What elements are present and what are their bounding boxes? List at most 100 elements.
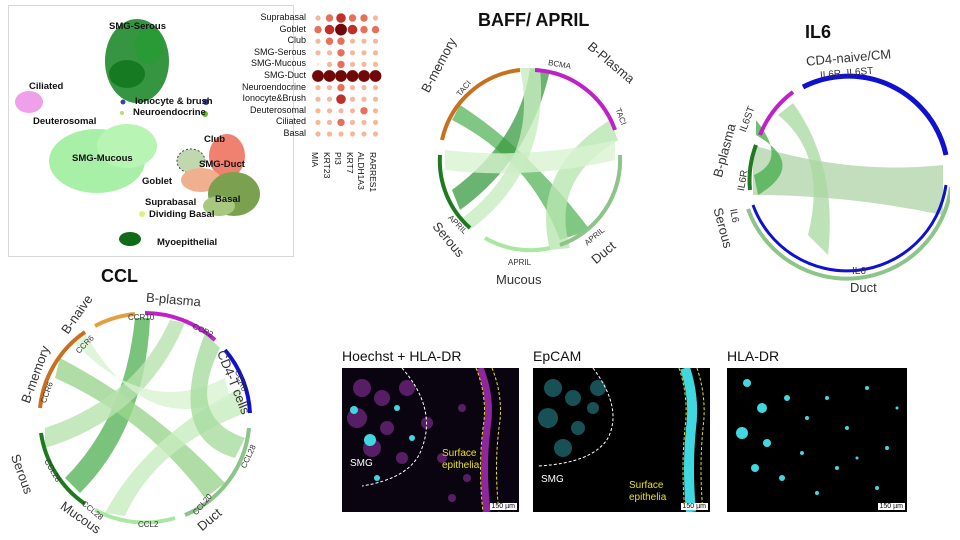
ccl-chord-6 (190, 333, 245, 458)
dot-plot-dot (372, 108, 379, 114)
ccl-arc-b-naive (94, 312, 136, 328)
ccl-arc-b-memory (38, 330, 87, 409)
dot-plot-dot (372, 15, 379, 21)
dot-plot-dot (326, 61, 333, 67)
dot-plot-dot (315, 108, 321, 114)
dot-plot-dot (347, 24, 358, 35)
label-neuroendocrine: Neuroendocrine (133, 107, 206, 118)
dot-plot-row-label: Neuroendocrine (241, 81, 306, 92)
baff-label-april-mucous: APRIL (508, 258, 532, 267)
micrograph-epcam: SMG Surface epithelia 150 µm (533, 368, 710, 512)
dot-plot-dot (315, 38, 321, 44)
ccl-arc-b-plasma (144, 311, 217, 342)
dot-plot-dots (312, 13, 382, 137)
dot-plot-dot (326, 50, 333, 56)
dot-plot-dot (337, 118, 345, 127)
il6-chord-cross (778, 103, 830, 255)
micrograph-hoechst-hla: SMG Surface epithelia 150 µm (342, 368, 519, 512)
arc-duct (559, 154, 623, 247)
dot-plot-row-label: Deuterosomal (249, 104, 306, 115)
label-club: Club (204, 134, 226, 145)
il6-arc-serous (747, 144, 758, 191)
dot-plot-dot (372, 50, 379, 56)
dot-plot-dot (348, 14, 357, 22)
dot-plot-dot (372, 96, 379, 102)
arc-b-memory (440, 68, 521, 141)
label-ionocyte: Ionocyte & brush (135, 96, 213, 107)
dot-plot-dot (315, 119, 321, 125)
micrograph-epcam-image (533, 368, 710, 512)
panel1-smg-label: SMG (350, 458, 373, 469)
micrograph-hla-dr-image (727, 368, 907, 512)
ccl-chord (38, 311, 252, 525)
dot-plot-gene-label: PI3 (333, 152, 343, 165)
micrograph-hoechst-hla-image (342, 368, 519, 512)
dot-plot-dot (315, 50, 321, 56)
dot-plot-dot (361, 96, 367, 102)
dot-plot-dot (360, 14, 368, 22)
dot-plot-dot (361, 38, 367, 44)
il6-title: IL6 (805, 22, 832, 42)
ccl-chord-1 (65, 318, 150, 493)
panel3-scalebar: 150 µm (877, 503, 905, 510)
label-myoepithelial: Myoepithelial (157, 237, 218, 248)
chord-baff-4 (445, 140, 615, 174)
label-goblet: Goblet (142, 176, 173, 187)
cluster-myoepithelial (119, 232, 141, 246)
chord-baff-5 (460, 68, 542, 230)
dot-plot-dot (315, 131, 321, 137)
dot-plot-dot (337, 60, 345, 69)
dot-plot-row-label: Suprabasal (260, 12, 306, 22)
panel1-scalebar: 150 µm (489, 503, 517, 510)
dot-plot-dot (315, 15, 321, 21)
il6-arc-b-plasma (758, 90, 795, 136)
dot-plot-dot (346, 70, 359, 82)
il6-chord (746, 73, 950, 281)
cluster-smg-serous (105, 19, 169, 103)
dot-plot-row-label: SMG-Serous (253, 46, 306, 57)
dot-plot-gene-label: ALDH1A3 (356, 152, 366, 190)
dot-plot-dot (337, 37, 345, 45)
panel2-title: EpCAM (533, 348, 582, 364)
dot-plot-dot (372, 85, 379, 91)
dot-plot-dot (349, 108, 356, 114)
dot-plot-dot (349, 131, 356, 137)
cluster-dividing-basal (139, 211, 145, 217)
ccl-arc-duct (184, 427, 251, 517)
dot-plot-row-label: Ionocyte&Brush (242, 93, 306, 104)
dot-plot-dot (361, 119, 367, 125)
ccl-label-ccr10: CCR10 (128, 313, 155, 322)
dot-plot-dot (369, 70, 382, 82)
dot-plot-dot (316, 62, 320, 66)
arc-b-plasma (534, 68, 617, 131)
panel3-title: HLA-DR (727, 348, 780, 364)
dot-plot-dot (337, 49, 345, 57)
ccl-arc-cd4 (223, 348, 252, 414)
il6-arc-cd4 (801, 73, 949, 156)
dot-plot-dot (336, 13, 346, 23)
dot-plot-dot (360, 107, 368, 115)
dot-plot-dot (349, 61, 356, 67)
cluster-ionocyte-dot-a (120, 99, 126, 105)
dot-plot-dot (325, 14, 334, 22)
cluster-club (209, 134, 245, 178)
dot-plot-dot (335, 23, 347, 36)
cluster-ionocyte-dot-b (203, 99, 209, 105)
panel1-title: Hoechst + HLA-DR (342, 348, 462, 364)
dot-plot-dot (335, 70, 347, 82)
ccl-arc-mucous (94, 508, 176, 525)
baff-label-mucous: Mucous (496, 272, 542, 287)
dot-plot-dot (361, 61, 367, 67)
dot-plot-dot (337, 83, 345, 92)
dot-plot-row-label: Club (287, 35, 306, 46)
dot-plot-dot (372, 119, 379, 125)
arc-serous (437, 154, 472, 230)
dot-plot-dot (372, 38, 379, 44)
dot-plot-dot (338, 108, 344, 114)
dot-plot-dot (325, 37, 334, 45)
dot-plot-dot (360, 25, 368, 34)
label-smg-mucous: SMG-Mucous (72, 153, 133, 164)
dot-plot-dot (372, 61, 379, 67)
dot-plot-dot (361, 50, 367, 56)
umap-plot: SMG-Serous Ciliated Ionocyte & brush Neu… (8, 5, 294, 257)
